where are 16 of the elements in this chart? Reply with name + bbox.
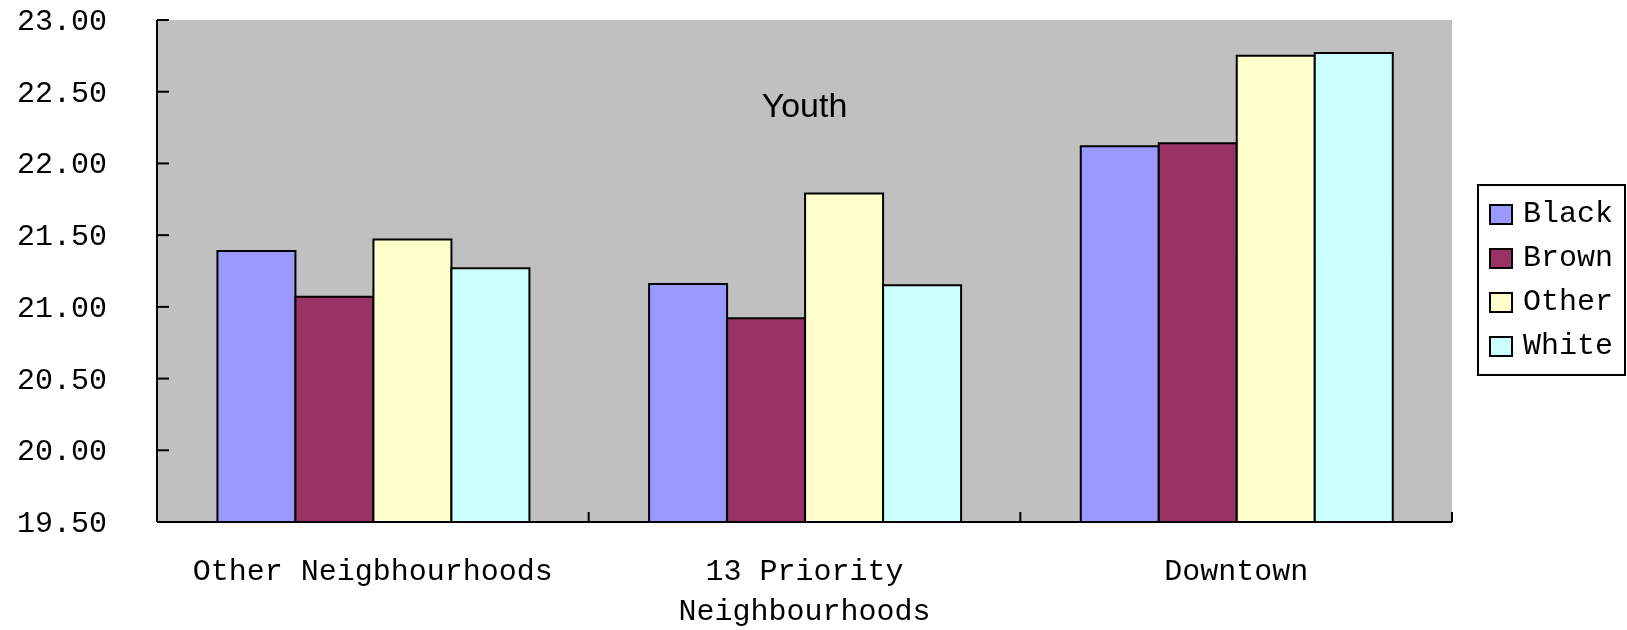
- y-tick-label: 23.00: [16, 5, 107, 39]
- y-tick-label: 19.50: [16, 507, 107, 541]
- legend-label: Black: [1523, 197, 1614, 231]
- y-tick-label: 22.50: [16, 76, 107, 111]
- legend-label: White: [1523, 329, 1614, 363]
- text: Youth: [760, 86, 849, 125]
- y-tick-label: 21.00: [16, 291, 107, 326]
- y-tick-label: 22.00: [16, 148, 107, 183]
- legend-label: Brown: [1523, 241, 1614, 275]
- legend-label: Other: [1523, 285, 1614, 319]
- y-tick-label: 20.00: [16, 435, 107, 470]
- y-tick-label: 21.50: [16, 220, 107, 255]
- x-tick-label: Downtown: [1164, 555, 1309, 589]
- x-tick-label: 13 Priority Neighbourhoods: [678, 555, 931, 629]
- y-tick-label: 20.50: [16, 363, 107, 398]
- x-tick-label: Other Neigbhourhoods: [192, 555, 553, 589]
